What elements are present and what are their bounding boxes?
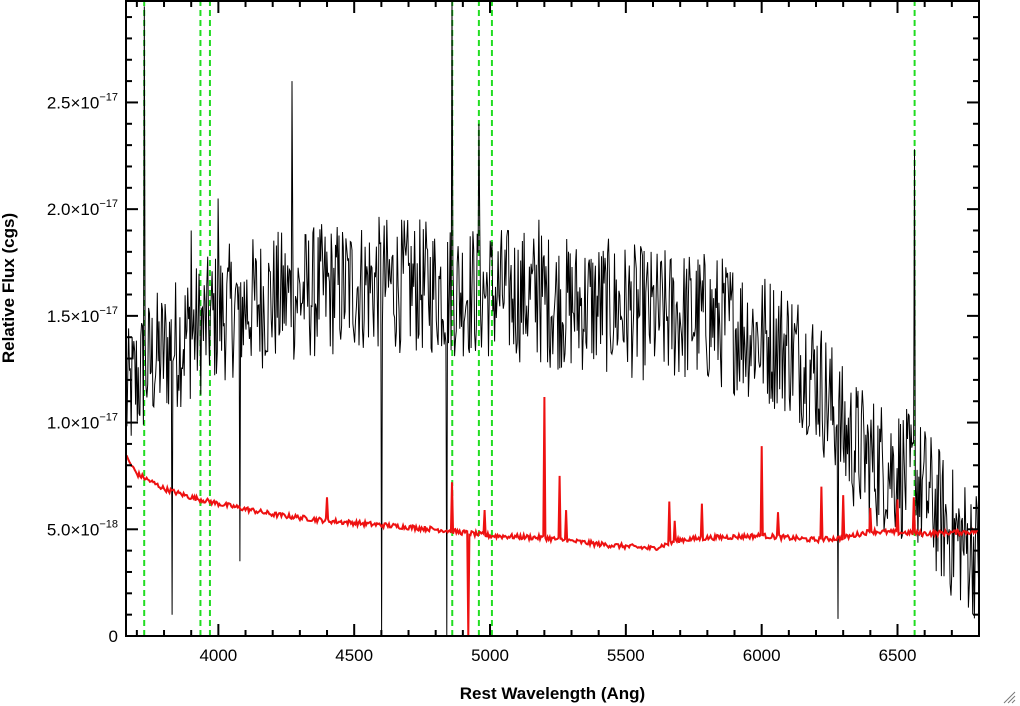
y-tick-label: 2.0×10−17 — [47, 198, 118, 219]
x-axis-label: Rest Wavelength (Ang) — [460, 684, 645, 703]
y-tick-label: 0 — [109, 627, 118, 646]
resize-grip-icon[interactable] — [1002, 690, 1016, 704]
spectrum-line-1 — [125, 396, 980, 637]
y-axis-label: Relative Flux (cgs) — [0, 213, 18, 363]
y-tick-label: 5.0×10−18 — [47, 518, 118, 539]
y-tick-labels: 0 5.0×10−18 1.0×10−17 1.5×10−17 2.0×10−17 2.5… — [47, 91, 118, 646]
x-tick-label: 5500 — [607, 646, 645, 665]
x-tick-label: 5000 — [471, 646, 509, 665]
plot-frame — [125, 0, 980, 637]
y-tick-label: 2.5×10−17 — [47, 91, 118, 112]
x-tick-label: 6500 — [879, 646, 917, 665]
y-tick-label: 1.5×10−17 — [47, 305, 118, 326]
y-tick-label: 1.0×10−17 — [47, 412, 118, 433]
x-tick-label: 4500 — [335, 646, 373, 665]
spectrum-line-0 — [125, 0, 980, 637]
x-tick-label: 4000 — [199, 646, 237, 665]
spectra-series — [125, 0, 980, 637]
x-tick-label: 6000 — [743, 646, 781, 665]
x-tick-labels: 4000 4500 5000 5500 6000 6500 — [199, 646, 916, 665]
